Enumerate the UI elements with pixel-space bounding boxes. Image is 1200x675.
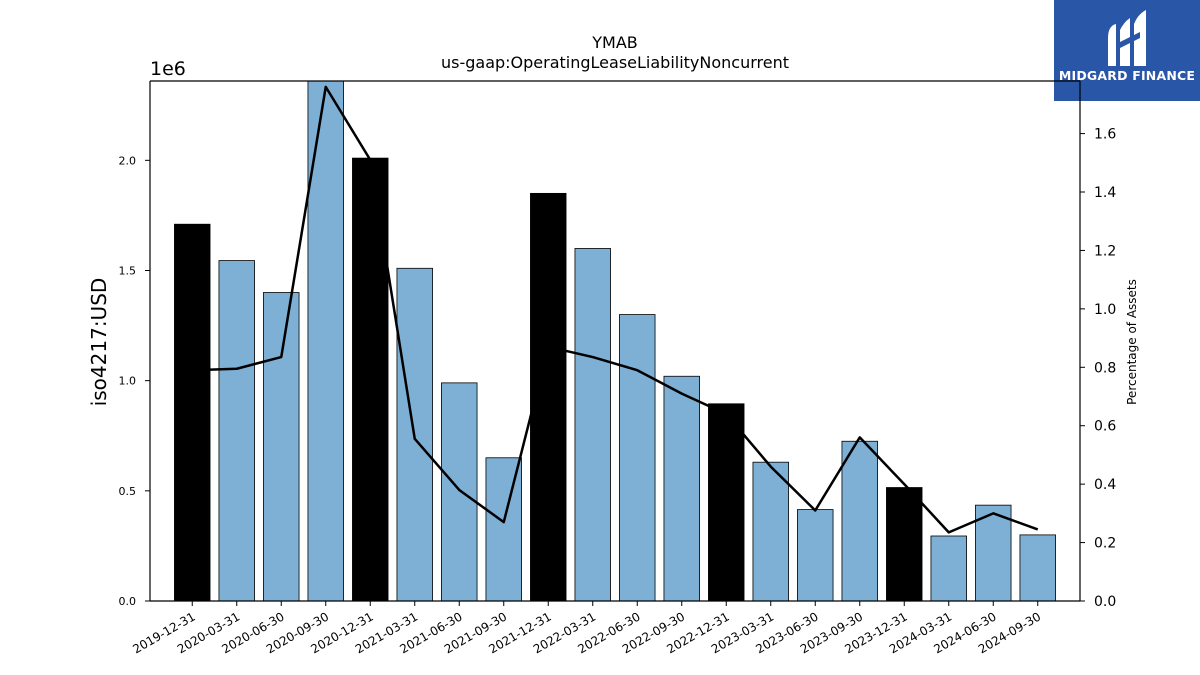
bar	[574, 248, 611, 602]
y2-tick-label: 1.0	[1094, 302, 1116, 318]
y-tick-label: 1.0	[119, 375, 137, 388]
bar	[930, 535, 967, 602]
y-tick-label: 2.0	[119, 154, 137, 167]
y2-axis-label: Percentage of Assets	[1125, 279, 1139, 405]
bar	[708, 403, 745, 602]
y2-tick-label: 0.4	[1094, 477, 1116, 493]
bar	[218, 260, 255, 602]
y2-tick-label: 1.6	[1094, 127, 1116, 143]
y-offset-label: 1e6	[150, 58, 186, 80]
y2-tick-label: 0.2	[1094, 536, 1116, 552]
y-tick-label: 1.5	[119, 264, 137, 277]
bar	[441, 382, 478, 602]
y2-tick-label: 0.0	[1094, 594, 1116, 610]
bar	[619, 314, 656, 602]
midgard-logo-icon	[1108, 10, 1146, 66]
y2-tick-label: 1.4	[1094, 185, 1116, 201]
bar	[752, 461, 789, 602]
y2-tick-label: 0.8	[1094, 360, 1116, 376]
bar	[975, 504, 1012, 602]
bar	[352, 157, 389, 602]
midgard-finance-logo: MIDGARD FINANCE	[1054, 0, 1200, 101]
bar	[663, 375, 700, 602]
logo-text: MIDGARD FINANCE	[1058, 68, 1196, 83]
bar	[797, 509, 834, 602]
bar	[841, 440, 878, 602]
y-tick-label: 0.0	[119, 595, 137, 608]
y-axis-label: iso4217:USD	[87, 278, 111, 407]
y-tick-label: 0.5	[119, 485, 137, 498]
bar	[1019, 534, 1056, 602]
chart-title: YMAB	[591, 33, 638, 52]
bar	[886, 487, 923, 602]
y2-tick-label: 1.2	[1094, 243, 1116, 259]
bar	[263, 292, 300, 602]
bar	[485, 457, 522, 602]
bar	[174, 223, 211, 602]
chart-subtitle: us-gaap:OperatingLeaseLiabilityNoncurren…	[441, 53, 789, 72]
bar	[307, 80, 344, 602]
percentage-line	[192, 85, 1039, 534]
y2-tick-label: 0.6	[1094, 419, 1116, 435]
